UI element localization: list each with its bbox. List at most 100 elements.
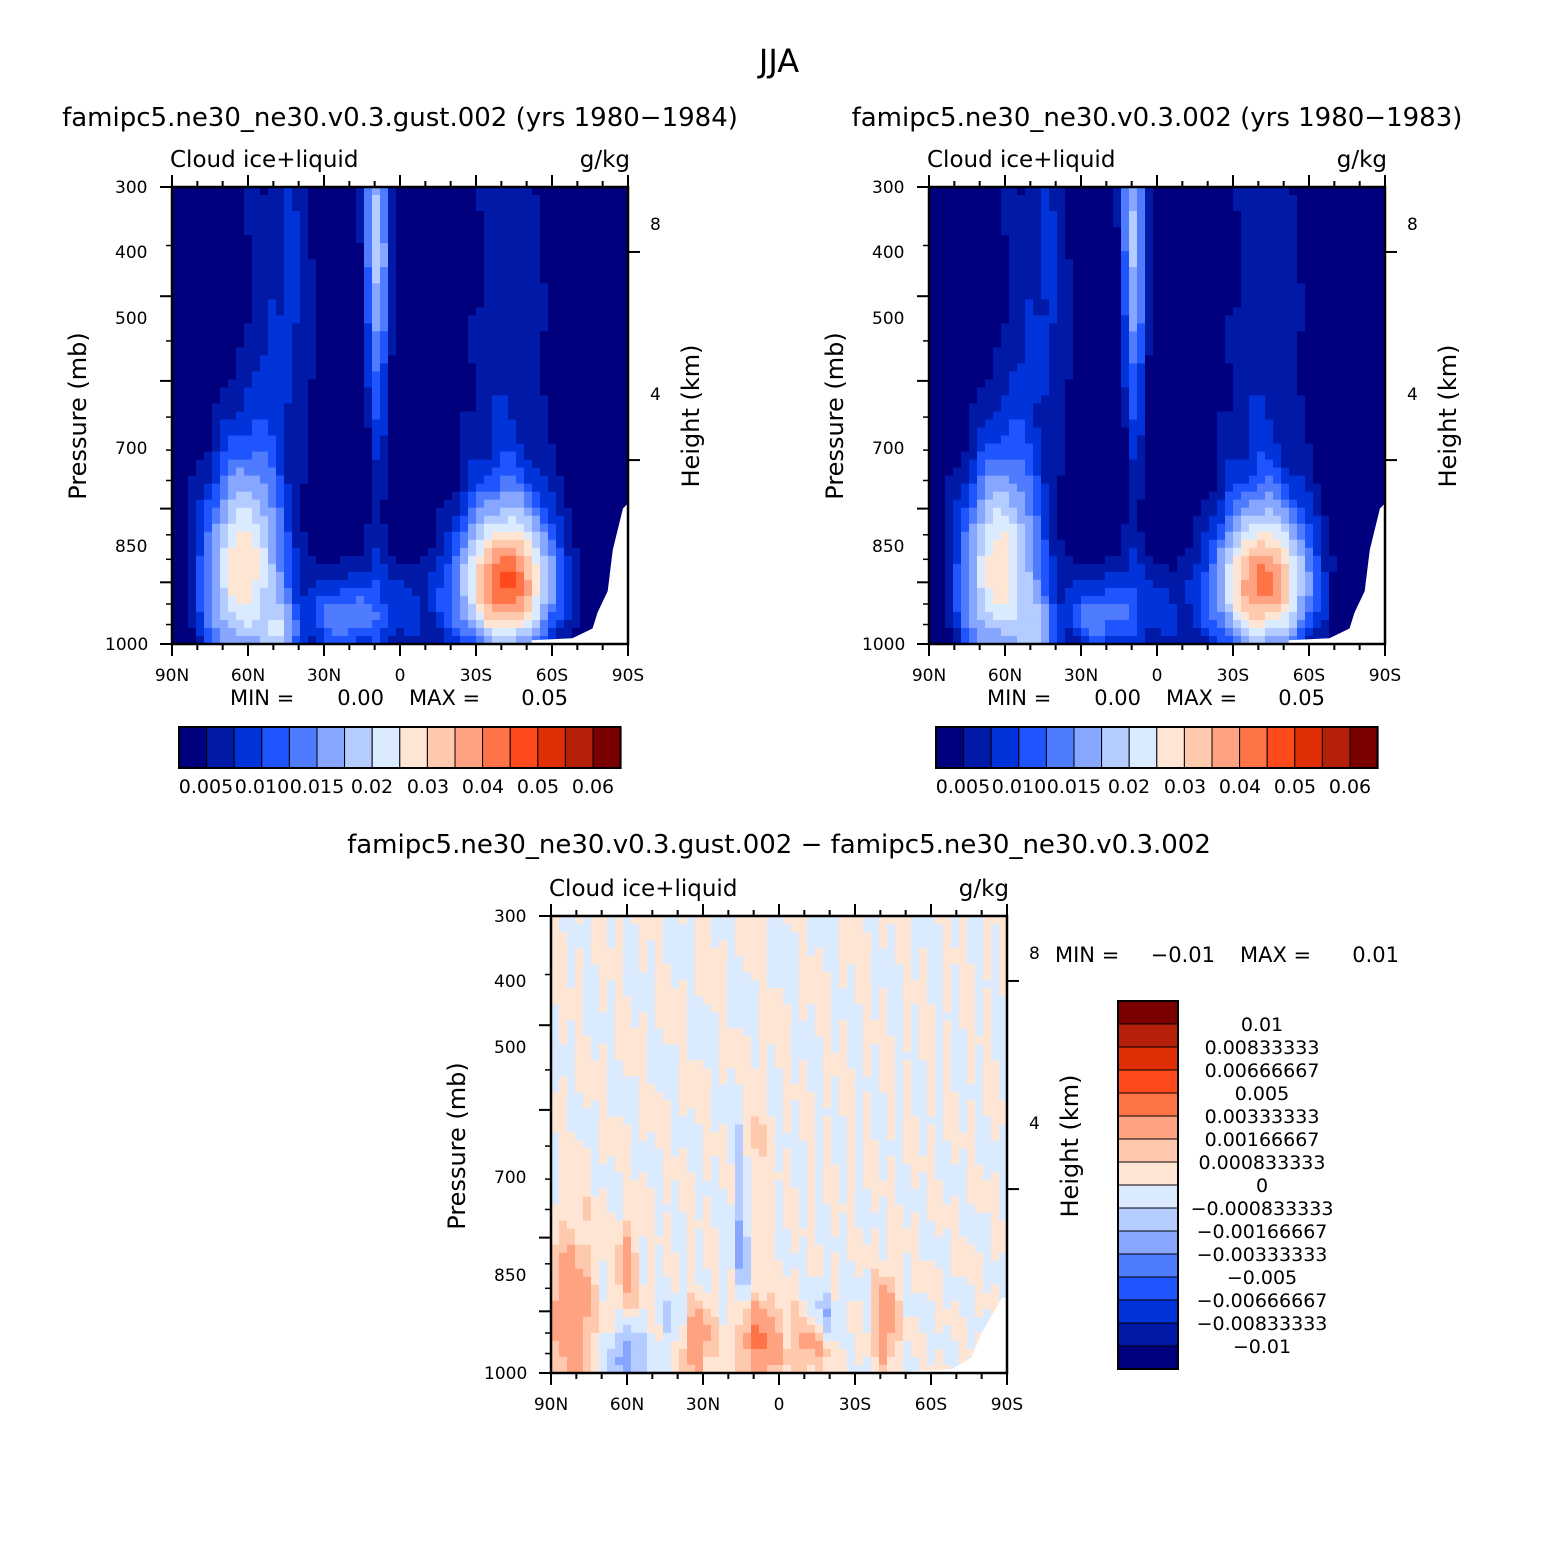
field-cell (1025, 371, 1034, 381)
field-cell (1025, 323, 1034, 332)
field-cell (1065, 331, 1074, 340)
field-cell (372, 563, 381, 573)
field-cell (1377, 251, 1385, 260)
field-cell (564, 451, 573, 461)
field-cell (220, 187, 229, 196)
field-cell (1305, 299, 1314, 308)
field-cell (212, 339, 221, 348)
field-cell (1185, 307, 1194, 316)
field-cell (953, 267, 962, 276)
field-cell (380, 275, 389, 284)
field-cell (1345, 275, 1354, 284)
field-cell (268, 555, 277, 565)
field-cell (993, 323, 1002, 332)
field-cell (212, 635, 221, 644)
field-cell (292, 523, 301, 533)
field-cell (977, 259, 986, 268)
field-cell (945, 355, 954, 364)
field-cell (985, 291, 994, 300)
field-cell (356, 339, 365, 348)
field-cell (460, 195, 469, 204)
field-cell (244, 307, 253, 316)
field-cell (276, 235, 285, 244)
field-cell (516, 219, 525, 228)
field-cell (540, 427, 549, 437)
field-cell (1145, 259, 1154, 268)
field-cell (180, 219, 189, 228)
field-cell (961, 291, 970, 300)
field-cell (1193, 211, 1202, 220)
field-cell (356, 355, 365, 364)
field-cell (1305, 307, 1314, 316)
field-cell (961, 315, 970, 324)
field-cell (1353, 355, 1362, 364)
field-cell (1241, 283, 1250, 292)
field-cell (484, 403, 493, 413)
field-cell (204, 627, 213, 637)
field-cell (244, 435, 253, 445)
field-cell (580, 419, 589, 429)
field-cell (252, 403, 261, 413)
field-cell (969, 395, 978, 405)
field-cell (1073, 203, 1082, 212)
field-cell (596, 267, 605, 276)
field-cell (612, 443, 621, 453)
field-cell (1337, 339, 1346, 348)
field-cell (428, 251, 437, 260)
field-cell (1361, 307, 1370, 316)
field-cell (516, 547, 525, 557)
field-cell (500, 467, 509, 477)
field-cell (524, 411, 533, 421)
field-cell (596, 315, 605, 324)
field-cell (580, 339, 589, 348)
field-cell (1337, 211, 1346, 220)
field-cell (260, 491, 269, 501)
field-cell (1377, 371, 1385, 381)
field-cell (1249, 275, 1258, 284)
field-cell (1265, 275, 1274, 284)
field-cell (596, 339, 605, 348)
field-cell (556, 419, 565, 429)
field-cell (492, 259, 501, 268)
field-cell (937, 299, 946, 308)
field-cell (460, 219, 469, 228)
field-cell (1305, 323, 1314, 332)
field-cell (172, 627, 181, 637)
field-cell (524, 459, 533, 469)
field-cell (969, 219, 978, 228)
field-cell (476, 587, 485, 597)
field-cell (340, 547, 349, 557)
field-cell (260, 459, 269, 469)
field-cell (244, 571, 253, 581)
field-cell (292, 291, 301, 300)
field-cell (1057, 323, 1066, 332)
field-cell (412, 235, 421, 244)
field-cell (524, 555, 533, 565)
field-cell (953, 235, 962, 244)
field-cell (953, 227, 962, 236)
field-cell (556, 219, 565, 228)
field-cell (612, 403, 621, 413)
field-cell (316, 635, 325, 644)
field-cell (1353, 363, 1362, 373)
field-cell (612, 387, 621, 397)
field-cell (1321, 235, 1330, 244)
field-cell (1065, 291, 1074, 300)
field-cell (500, 499, 509, 509)
field-cell (204, 307, 213, 316)
field-cell (420, 523, 429, 533)
field-cell (180, 227, 189, 236)
field-cell (260, 259, 269, 268)
field-cell (937, 219, 946, 228)
field-cell (372, 251, 381, 260)
field-cell (468, 315, 477, 324)
field-cell (172, 587, 181, 597)
field-cell (977, 387, 986, 397)
field-cell (540, 323, 549, 332)
field-cell (1025, 347, 1034, 356)
field-cell (444, 267, 453, 276)
field-cell (564, 403, 573, 413)
field-cell (308, 251, 317, 260)
field-cell (212, 555, 221, 565)
field-cell (1297, 211, 1306, 220)
